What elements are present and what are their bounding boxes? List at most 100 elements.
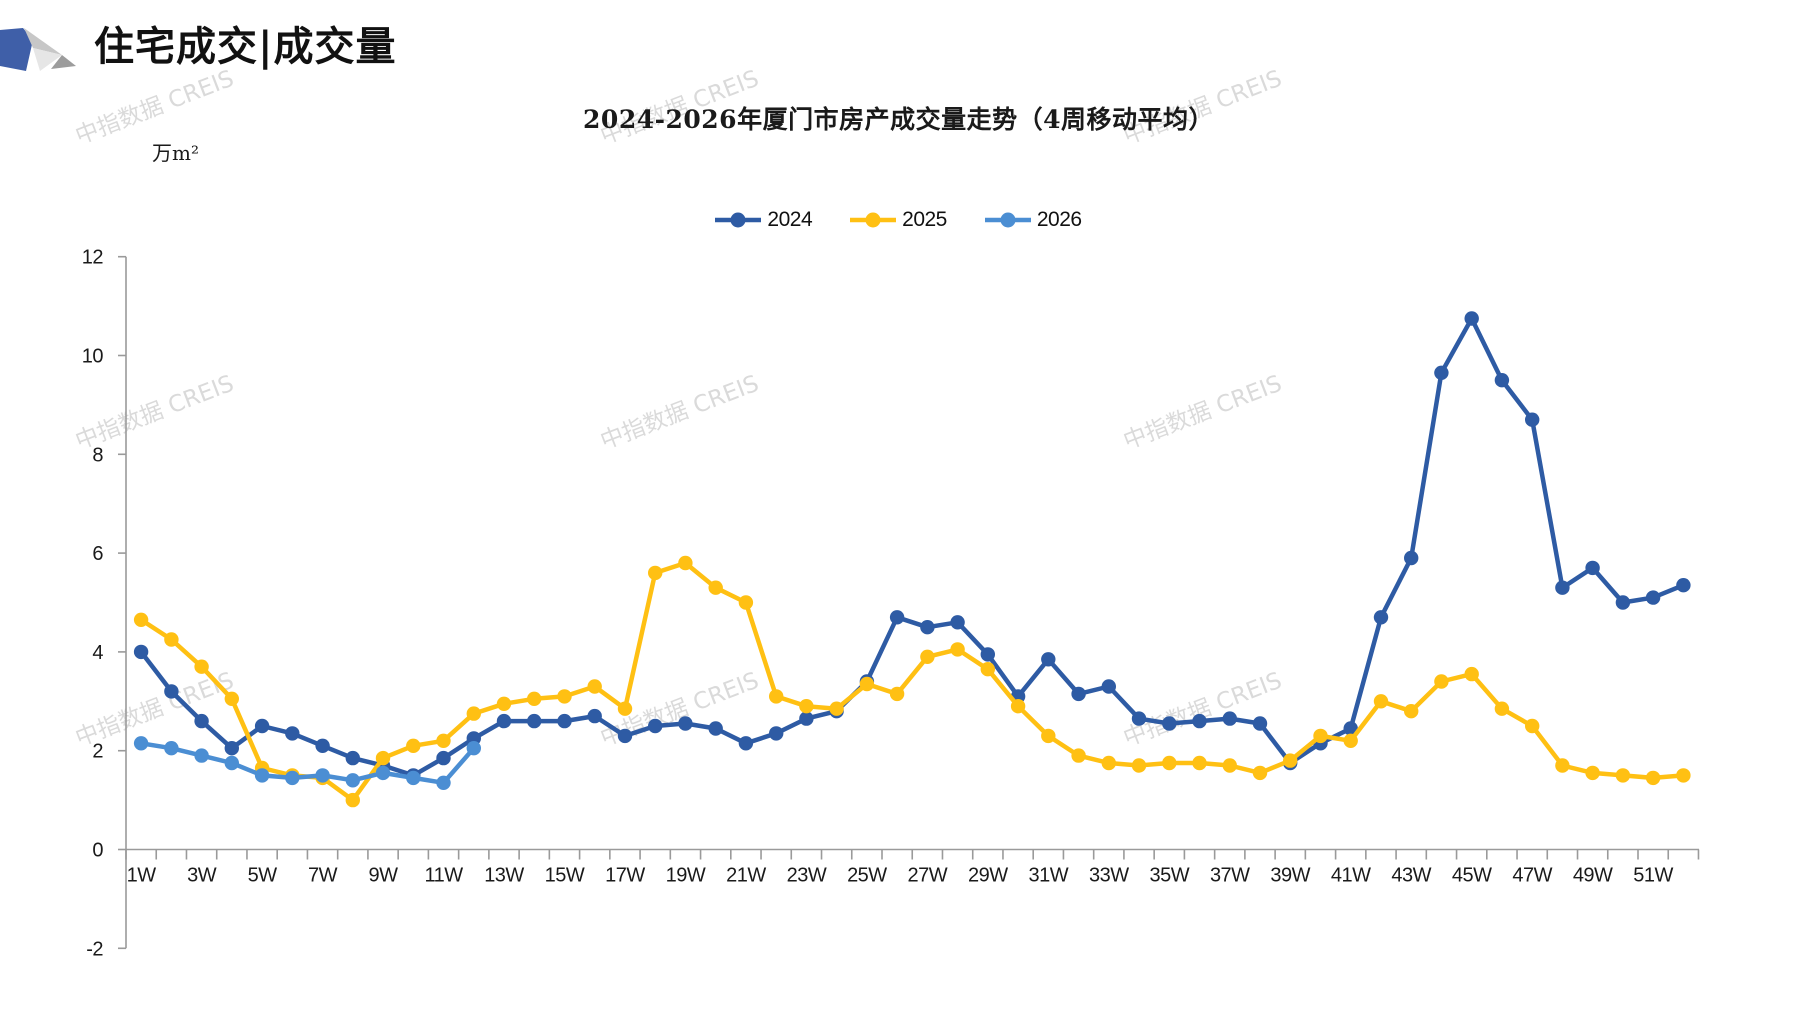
y-axis-tick-label: 12 bbox=[82, 247, 104, 269]
data-point-2024-w16 bbox=[587, 708, 602, 724]
data-point-2024-w34 bbox=[1131, 711, 1147, 726]
data-point-2025-w25 bbox=[859, 676, 875, 692]
data-point-2025-w31 bbox=[1041, 728, 1056, 744]
data-point-2026-w10 bbox=[406, 770, 421, 786]
data-point-2024-w31 bbox=[1041, 652, 1056, 667]
legend-label: 2026 bbox=[1036, 208, 1082, 231]
data-point-2026-w7 bbox=[315, 768, 330, 783]
legend-swatch-icon bbox=[850, 212, 897, 228]
data-point-2024-w13 bbox=[496, 713, 512, 729]
y-axis-tick-label: 6 bbox=[92, 543, 103, 565]
x-axis-tick-label: 29W bbox=[968, 865, 1008, 887]
y-axis-tick-label: 0 bbox=[92, 840, 103, 862]
page-title: 住宅成交|成交量 bbox=[94, 23, 397, 70]
data-point-2026-w1 bbox=[133, 736, 149, 751]
data-point-2024-w1 bbox=[133, 644, 149, 660]
data-point-2024-w8 bbox=[345, 750, 360, 766]
y-axis-tick-label: 8 bbox=[92, 444, 103, 466]
data-point-2025-w28 bbox=[950, 642, 965, 657]
data-point-2025-w12 bbox=[466, 706, 481, 721]
data-point-2024-w22 bbox=[769, 726, 784, 741]
data-point-2026-w4 bbox=[224, 755, 239, 771]
legend-item-2024: 2024 bbox=[715, 208, 813, 232]
data-point-2024-w21 bbox=[738, 736, 754, 751]
data-point-2025-w47 bbox=[1525, 718, 1540, 734]
data-point-2025-w29 bbox=[980, 662, 995, 677]
x-axis-tick-label: 9W bbox=[369, 865, 399, 887]
x-axis-tick-label: 37W bbox=[1210, 865, 1250, 887]
data-point-2025-w44 bbox=[1434, 674, 1449, 689]
data-point-2024-w46 bbox=[1494, 373, 1510, 388]
data-point-2024-w29 bbox=[980, 647, 995, 662]
data-point-2025-w1 bbox=[133, 612, 149, 627]
x-axis-tick-label: 27W bbox=[908, 865, 948, 887]
x-axis-tick-label: 13W bbox=[484, 865, 524, 887]
data-point-2024-w28 bbox=[950, 615, 965, 630]
data-point-2025-w18 bbox=[648, 565, 663, 581]
data-point-2024-w44 bbox=[1434, 365, 1449, 380]
data-point-2025-w21 bbox=[738, 595, 754, 610]
data-point-2024-w47 bbox=[1525, 412, 1540, 427]
data-point-2024-w14 bbox=[527, 713, 542, 729]
x-axis-tick-label: 35W bbox=[1149, 865, 1189, 887]
data-point-2024-w7 bbox=[315, 738, 330, 753]
data-point-2025-w22 bbox=[769, 689, 784, 704]
data-point-2024-w50 bbox=[1615, 595, 1631, 610]
data-point-2025-w2 bbox=[164, 632, 179, 647]
data-point-2025-w10 bbox=[406, 738, 421, 753]
data-point-2025-w8 bbox=[345, 792, 360, 808]
series-line-2026 bbox=[138, 741, 477, 786]
data-point-2026-w2 bbox=[164, 741, 179, 756]
page-header: 住宅成交|成交量 bbox=[0, 0, 1797, 90]
data-point-2024-w11 bbox=[436, 750, 451, 766]
y-axis-tick-label: -2 bbox=[86, 938, 103, 960]
data-point-2025-w16 bbox=[587, 679, 602, 694]
x-axis-tick-label: 25W bbox=[847, 865, 887, 887]
data-point-2024-w51 bbox=[1645, 590, 1661, 605]
data-point-2025-w45 bbox=[1464, 666, 1479, 682]
data-point-2025-w30 bbox=[1010, 699, 1026, 714]
data-point-2025-w24 bbox=[829, 701, 844, 716]
x-axis-tick-label: 33W bbox=[1089, 865, 1129, 887]
x-axis-tick-label: 17W bbox=[605, 865, 645, 887]
x-axis-tick-label: 23W bbox=[787, 865, 827, 887]
x-axis-tick-label: 39W bbox=[1270, 865, 1310, 887]
x-axis-tick-label: 7W bbox=[308, 865, 338, 887]
data-point-2026-w12 bbox=[466, 741, 481, 756]
data-point-2025-w14 bbox=[527, 691, 542, 706]
data-point-2025-w42 bbox=[1373, 694, 1389, 709]
data-point-2025-w46 bbox=[1494, 701, 1510, 716]
x-axis-tick-label: 3W bbox=[187, 865, 217, 887]
data-point-2025-w33 bbox=[1101, 755, 1117, 771]
data-point-2024-w35 bbox=[1162, 716, 1177, 731]
x-axis-tick-label: 5W bbox=[248, 865, 278, 887]
data-point-2025-w3 bbox=[194, 659, 209, 674]
data-point-2024-w15 bbox=[557, 713, 572, 729]
data-point-2024-w32 bbox=[1071, 686, 1086, 702]
data-point-2026-w5 bbox=[254, 768, 270, 783]
data-point-2024-w49 bbox=[1585, 560, 1600, 576]
data-point-2025-w49 bbox=[1585, 765, 1600, 781]
data-point-2025-w17 bbox=[617, 701, 633, 716]
data-point-2024-w52 bbox=[1676, 578, 1691, 593]
x-axis-tick-label: 45W bbox=[1452, 865, 1492, 887]
legend-swatch-icon bbox=[715, 212, 762, 228]
x-axis-tick-label: 19W bbox=[666, 865, 706, 887]
data-point-2025-w51 bbox=[1645, 770, 1661, 786]
data-point-2025-w4 bbox=[224, 691, 239, 706]
data-point-2025-w23 bbox=[799, 699, 814, 714]
data-point-2025-w43 bbox=[1404, 704, 1419, 719]
data-point-2024-w19 bbox=[678, 716, 693, 731]
data-point-2024-w33 bbox=[1101, 679, 1117, 694]
y-axis-tick-label: 4 bbox=[92, 642, 103, 664]
data-point-2024-w48 bbox=[1555, 580, 1570, 595]
data-point-2024-w23 bbox=[799, 711, 814, 726]
x-axis-tick-label: 51W bbox=[1633, 865, 1673, 887]
data-point-2025-w48 bbox=[1555, 758, 1570, 773]
data-point-2025-w36 bbox=[1192, 755, 1207, 771]
data-point-2026-w3 bbox=[194, 748, 209, 763]
data-point-2026-w6 bbox=[285, 770, 300, 786]
data-point-2026-w9 bbox=[375, 765, 391, 781]
x-axis-tick-label: 11W bbox=[424, 865, 463, 887]
